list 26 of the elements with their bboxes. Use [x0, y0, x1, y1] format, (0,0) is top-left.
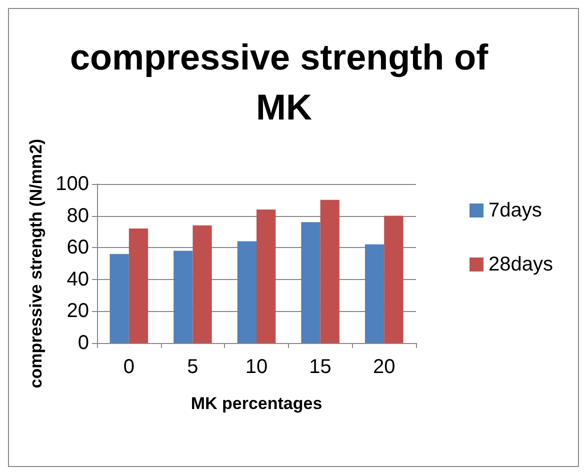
bar [110, 254, 129, 343]
y-tick-label: 40 [66, 268, 89, 290]
chart-title: compressive strength of MK [70, 36, 498, 128]
x-axis-title: MK percentages [190, 394, 322, 413]
y-tick-label: 60 [66, 236, 89, 259]
bar [384, 216, 404, 343]
y-tick-label: 80 [66, 204, 89, 227]
bar [256, 209, 276, 343]
bar [364, 244, 384, 343]
y-axis-title: compressive strength (N/mm2) [26, 138, 46, 388]
x-tick-label: 0 [123, 356, 134, 378]
bar [320, 200, 340, 343]
y-tick-label: 0 [78, 332, 89, 354]
bar [301, 222, 320, 343]
bar [128, 228, 148, 343]
bar [174, 250, 193, 343]
y-tick-label: 100 [56, 173, 89, 195]
y-tick-label: 20 [66, 300, 89, 322]
x-tick-label: 5 [187, 356, 198, 378]
legend-label: 28days [488, 254, 554, 276]
legend-label: 7days [488, 200, 542, 222]
x-tick-label: 15 [309, 356, 332, 378]
bar [237, 241, 256, 343]
bar [192, 225, 212, 343]
x-tick-label: 10 [245, 356, 268, 378]
x-tick-label: 20 [372, 356, 396, 378]
